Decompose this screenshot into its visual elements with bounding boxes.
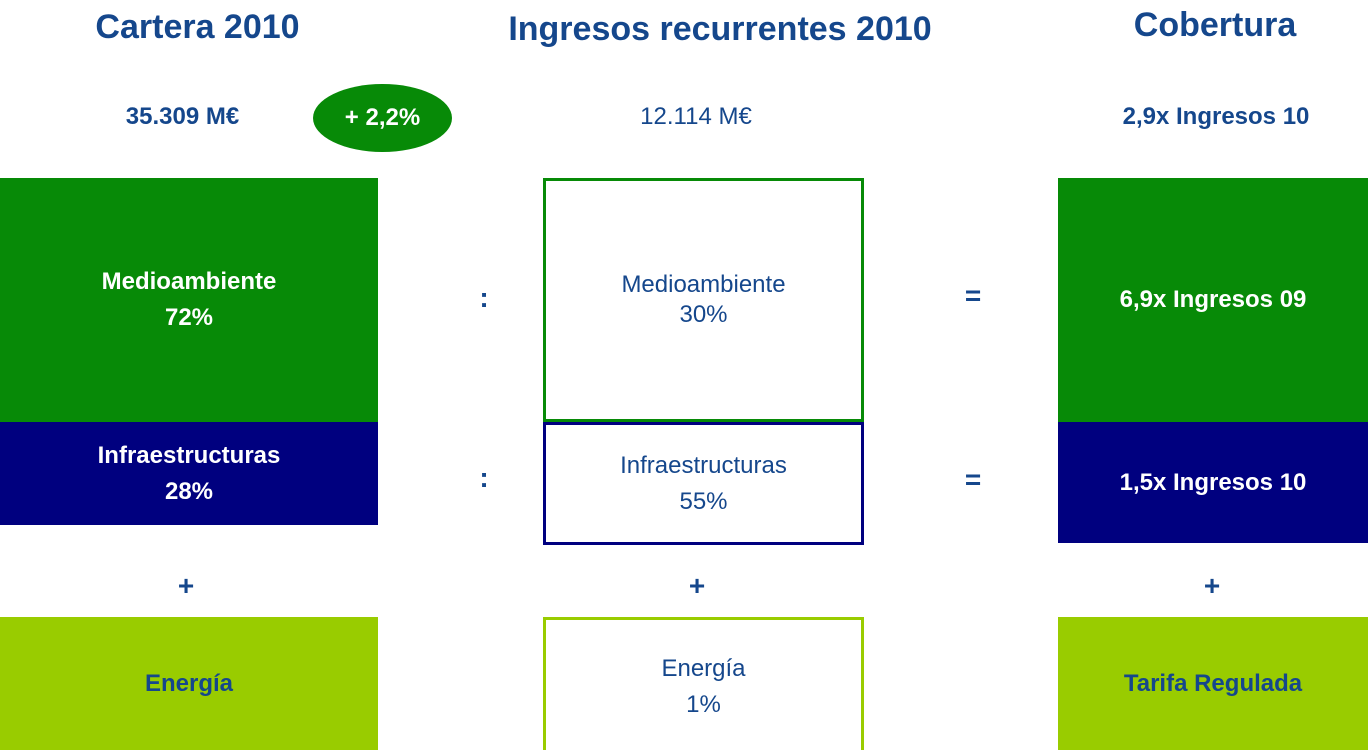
label: 6,9x Ingresos 09: [1119, 286, 1307, 313]
value: 55%: [679, 487, 728, 515]
operator: =: [964, 464, 982, 495]
value: 28%: [164, 477, 214, 505]
segment-box: Infraestructuras 55%: [543, 422, 864, 545]
label: Energía: [144, 669, 234, 697]
summary: 12.114 M€: [640, 103, 752, 130]
label: Infraestructuras: [97, 441, 281, 469]
label: Energía: [661, 655, 746, 682]
column-title: Cartera 2010: [95, 8, 300, 46]
operator: =: [964, 280, 982, 311]
label: Infraestructuras: [620, 451, 787, 479]
column-title: Ingresos recurrentes 2010: [508, 10, 932, 48]
value: 30%: [679, 301, 728, 328]
segment-box: Tarifa Regulada: [1058, 617, 1368, 750]
label: Medioambiente: [621, 271, 786, 298]
operator: :: [479, 462, 489, 493]
segment-box: Energía: [0, 617, 378, 750]
operator: +: [688, 570, 706, 601]
column-title: Cobertura: [1133, 6, 1297, 44]
summary: 35.309 M€: [125, 103, 240, 130]
value: 72%: [164, 304, 214, 331]
operator: +: [1203, 570, 1221, 601]
segment-box: Energía 1%: [543, 617, 864, 750]
growth-badge: + 2,2%: [313, 84, 452, 152]
label: Tarifa Regulada: [1123, 669, 1303, 697]
segment-box: 6,9x Ingresos 09: [1058, 178, 1368, 422]
segment-box: Infraestructuras 28%: [0, 422, 378, 525]
label: Medioambiente: [101, 268, 277, 295]
summary: 2,9x Ingresos 10: [1122, 103, 1310, 130]
segment-box: Medioambiente 30%: [543, 178, 864, 422]
operator: +: [177, 570, 195, 601]
value: 1%: [686, 691, 721, 718]
operator: :: [479, 282, 489, 313]
segment-box: 1,5x Ingresos 10: [1058, 422, 1368, 543]
label: 1,5x Ingresos 10: [1119, 468, 1307, 496]
segment-box: Medioambiente 72%: [0, 178, 378, 422]
